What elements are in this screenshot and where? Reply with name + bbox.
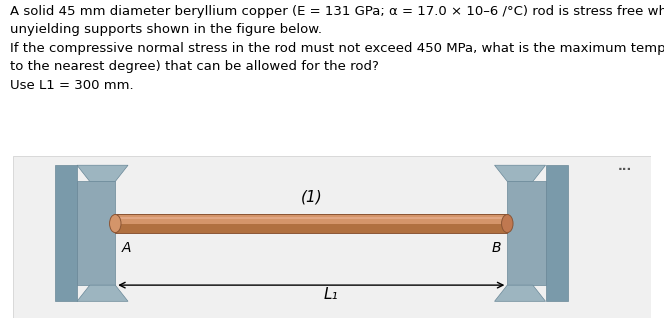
Text: L₁: L₁: [323, 287, 338, 302]
Polygon shape: [495, 165, 546, 181]
Polygon shape: [54, 165, 77, 301]
Polygon shape: [77, 181, 116, 285]
Bar: [116, 214, 507, 224]
Polygon shape: [507, 181, 546, 285]
Text: A solid 45 mm diameter beryllium copper (E = 131 GPa; α = 17.0 × 10–6 /°C) rod i: A solid 45 mm diameter beryllium copper …: [10, 5, 664, 92]
Text: B: B: [492, 241, 501, 255]
Ellipse shape: [110, 214, 121, 233]
Bar: [116, 217, 507, 219]
Text: (1): (1): [300, 189, 322, 204]
Bar: [116, 224, 507, 233]
FancyBboxPatch shape: [13, 156, 651, 318]
Text: A: A: [122, 241, 131, 255]
Polygon shape: [77, 285, 128, 301]
Ellipse shape: [501, 214, 513, 233]
Polygon shape: [495, 285, 546, 301]
Polygon shape: [77, 165, 128, 181]
Text: ...: ...: [618, 160, 632, 173]
Polygon shape: [546, 165, 568, 301]
Bar: [116, 214, 507, 233]
